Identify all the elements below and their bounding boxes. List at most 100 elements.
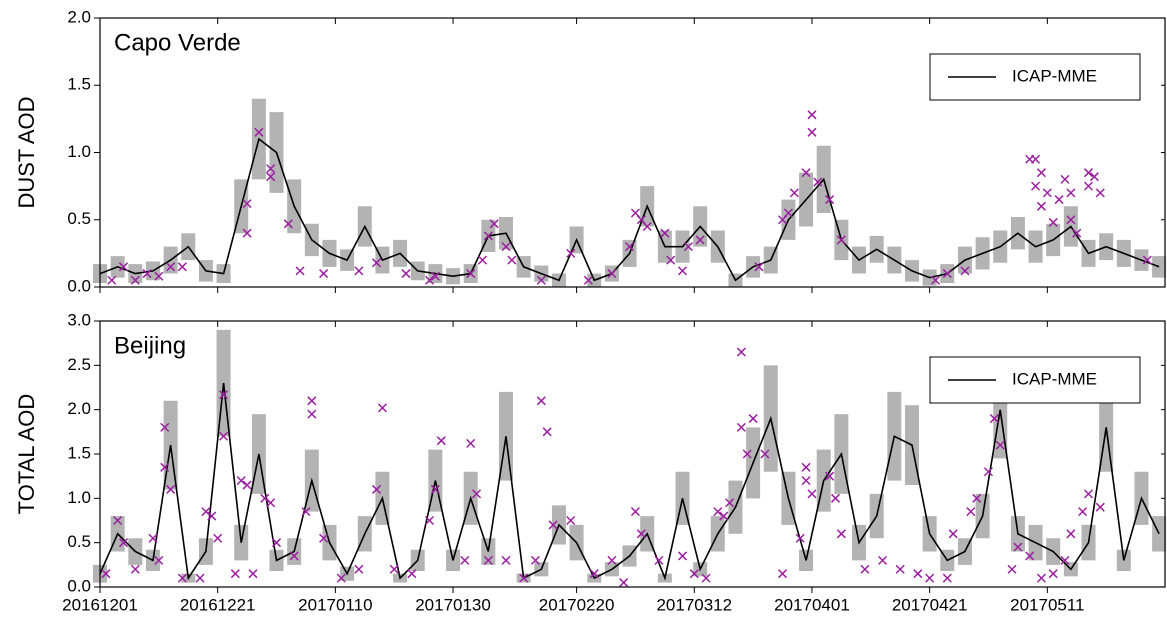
observation (254, 127, 264, 137)
observation (1066, 188, 1076, 198)
observation (713, 507, 723, 517)
observation (1060, 174, 1070, 184)
observation (825, 471, 835, 481)
observation (1095, 188, 1105, 198)
observation (266, 164, 276, 174)
observation (219, 390, 229, 400)
observation (836, 235, 846, 245)
observation (666, 255, 676, 265)
observation (607, 269, 617, 279)
observation (760, 449, 770, 459)
observation (695, 235, 705, 245)
observation (1036, 201, 1046, 211)
observation (160, 422, 170, 432)
observation (142, 269, 152, 279)
observation (995, 440, 1005, 450)
observation (271, 538, 282, 548)
observation (1036, 573, 1046, 583)
observation (1031, 154, 1041, 164)
observation (1142, 255, 1152, 265)
observation (101, 569, 111, 579)
observation (1031, 181, 1041, 191)
observation (1089, 172, 1099, 182)
observation (372, 484, 382, 494)
observation (166, 262, 176, 272)
observation (619, 578, 629, 588)
y-axis-label: TOTAL AOD (14, 394, 39, 515)
y-axis-label: DUST AOD (14, 96, 39, 208)
observation (807, 127, 817, 137)
observation (1036, 168, 1046, 178)
observation (566, 515, 576, 526)
observation (1048, 569, 1058, 579)
observation (166, 484, 176, 494)
observation (677, 551, 688, 561)
observation (295, 266, 305, 276)
observation (860, 564, 870, 574)
observation (354, 266, 364, 276)
observation (236, 476, 246, 486)
observation (430, 484, 440, 494)
observation (130, 275, 140, 285)
observation (466, 438, 476, 448)
observation (813, 177, 823, 187)
observation (542, 427, 552, 437)
model-line (99, 383, 1160, 581)
observation (801, 476, 811, 486)
observation (948, 529, 958, 539)
observation (424, 515, 435, 526)
observation (519, 573, 529, 583)
observation (677, 266, 688, 276)
observation (942, 573, 952, 583)
observation (548, 520, 558, 530)
observation (789, 188, 799, 198)
panel-title: Capo Verde (114, 29, 241, 56)
observation (825, 195, 835, 205)
observation (377, 403, 387, 413)
observation (736, 347, 746, 357)
observation (154, 271, 164, 281)
observation (742, 449, 752, 459)
observation (230, 569, 240, 579)
observation (583, 275, 593, 285)
observation (1078, 507, 1088, 517)
observation (160, 462, 170, 472)
observation (625, 242, 635, 252)
y-tick-label: 0.0 (67, 576, 91, 595)
observation (719, 511, 729, 521)
observation (1025, 551, 1035, 561)
plot-frame (99, 17, 1166, 288)
observation (372, 258, 382, 268)
observation (530, 555, 540, 565)
y-tick-label: 0.5 (67, 209, 91, 228)
observation (636, 529, 646, 539)
x-tick-label: 20170421 (892, 595, 968, 614)
observation (336, 573, 346, 583)
observation (266, 172, 276, 182)
observation (177, 573, 187, 583)
panel-title: Beijing (114, 332, 186, 359)
observation (701, 573, 711, 583)
observation (483, 555, 493, 565)
observation (642, 221, 652, 232)
observation (925, 573, 935, 583)
observation (630, 507, 640, 517)
observation (107, 275, 117, 285)
observation (266, 498, 276, 508)
x-tick-label: 20170220 (539, 595, 615, 614)
observation (307, 409, 317, 419)
observation (119, 538, 129, 548)
observation (1042, 188, 1052, 198)
observation (1095, 502, 1105, 512)
observation (1083, 181, 1094, 191)
observation (689, 569, 699, 579)
observation (801, 168, 811, 178)
observation (501, 555, 511, 565)
observation (207, 511, 217, 521)
observation (983, 467, 994, 477)
observation (878, 555, 888, 565)
y-tick-label: 3.0 (67, 310, 91, 329)
x-tick-label: 20170511 (1010, 595, 1084, 614)
observation (283, 219, 293, 229)
